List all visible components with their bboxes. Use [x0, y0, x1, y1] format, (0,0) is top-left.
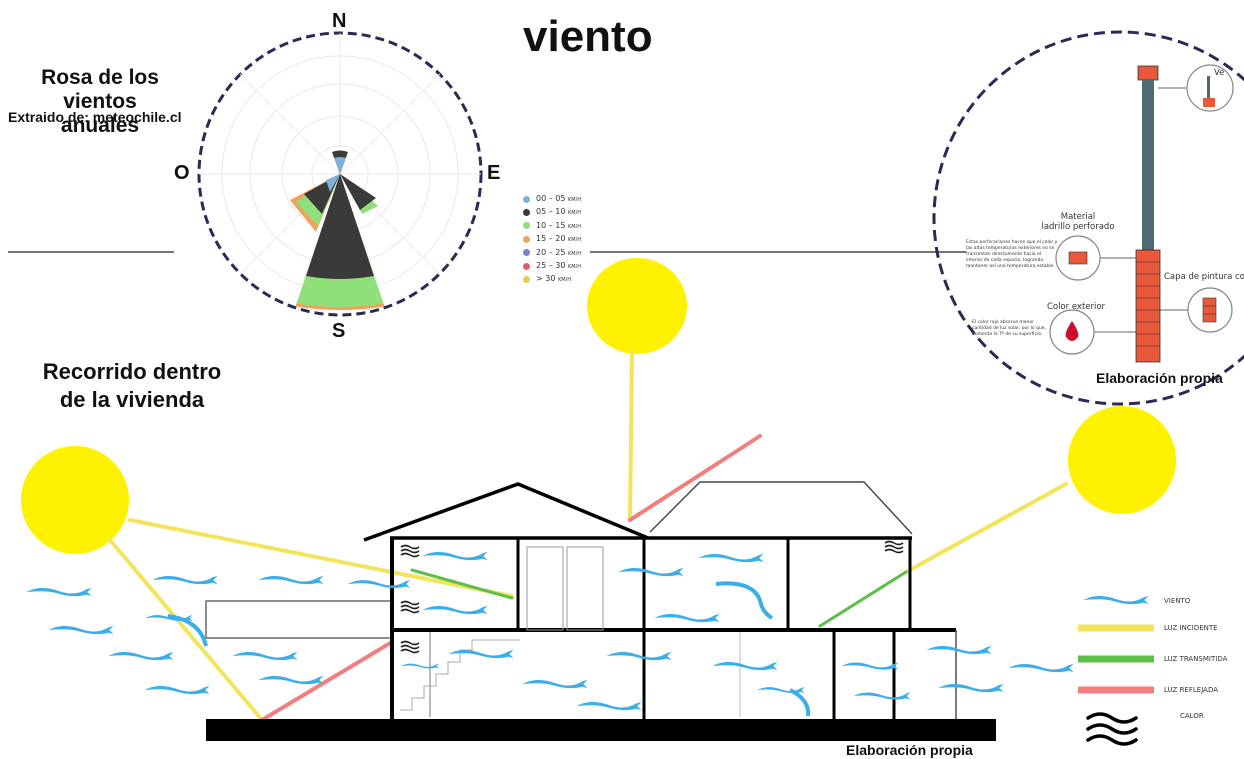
color-text: El color rojo absorve menor cantidad de …	[972, 320, 1046, 337]
speed-swatch	[523, 208, 530, 216]
compass-west: O	[174, 162, 190, 184]
sun-right	[1068, 406, 1176, 514]
speed-swatch	[523, 235, 530, 243]
heat-wave-3	[400, 640, 420, 654]
speed-range: 00 – 05	[536, 194, 568, 203]
speed-range: > 30	[536, 274, 558, 284]
compass-north: N	[332, 10, 347, 32]
heat-wave-1	[400, 544, 420, 558]
material-detail	[932, 30, 1244, 406]
house-section	[205, 481, 996, 741]
speed-legend-item: 10 – 15 KM/H	[523, 221, 581, 230]
material-text: Estas perforaciones hacen que el calor y…	[966, 240, 1058, 269]
wind-rose-title: Rosa de los vientos anuales	[41, 66, 159, 137]
speed-swatch	[523, 262, 530, 270]
speed-swatch	[523, 222, 530, 230]
ground-slab	[206, 719, 996, 741]
speed-range: 05 – 10	[536, 207, 568, 217]
sun-center	[587, 258, 687, 354]
speed-unit: KM/H	[568, 264, 582, 270]
sun-left	[21, 446, 129, 554]
material-heading: Material ladrillo perforado	[1041, 212, 1115, 232]
speed-unit: KM/H	[568, 223, 582, 230]
wind-rose-source: Extraido de: meteochile.cl	[8, 109, 182, 125]
detail-label-top: Ve	[1214, 68, 1225, 78]
heat-wave-2	[400, 600, 420, 614]
section-title: Recorrido dentro de la vivienda	[42, 359, 222, 412]
page-title: viento	[523, 12, 653, 61]
speed-swatch	[523, 249, 530, 257]
speed-legend-item: 15 – 20 KM/H	[523, 234, 581, 243]
speed-range: 10 – 15	[536, 220, 568, 230]
speed-legend-item: 25 – 30 KM/H	[523, 261, 581, 270]
wind-rose	[197, 31, 483, 317]
legend-label-calor: CALOR	[1180, 712, 1204, 720]
wind-flow	[26, 551, 1074, 717]
speed-unit: KM/H	[557, 277, 572, 284]
heat-wave-4	[884, 540, 904, 554]
credit-section: Elaboración propia	[846, 742, 973, 758]
speed-legend-item: 00 – 05 KM/H	[523, 194, 581, 203]
legend-label-transmitida: LUZ TRANSMITIDA	[1164, 655, 1228, 663]
speed-swatch	[523, 275, 530, 283]
legend-label-reflejada: LUZ REFLEJADA	[1164, 686, 1218, 694]
speed-unit: KM/H	[568, 237, 582, 244]
speed-range: 15 – 20	[536, 234, 568, 244]
section-legend	[1078, 595, 1154, 746]
speed-range: 25 – 30	[536, 261, 568, 270]
speed-legend-item: > 30 KM/H	[523, 274, 571, 283]
rose-petal-s-inner	[306, 174, 374, 279]
compass-south: S	[332, 320, 346, 342]
speed-unit: KM/H	[568, 197, 582, 203]
speed-unit: KM/H	[568, 250, 582, 257]
color-heading: Color exterior	[1046, 302, 1106, 312]
compass-east: E	[487, 162, 501, 184]
speed-range: 20 – 25	[536, 247, 568, 257]
speed-unit: KM/H	[568, 210, 582, 217]
legend-label-incidente: LUZ INCIDENTE	[1164, 624, 1218, 632]
speed-legend-item: 05 – 10 KM/H	[523, 207, 581, 216]
speed-legend-item: 20 – 25 KM/H	[523, 248, 581, 257]
speed-swatch	[523, 195, 530, 203]
credit-detail: Elaboración propia	[1096, 370, 1223, 386]
paint-heading: Capa de pintura color	[1164, 272, 1244, 282]
legend-label-viento: VIENTO	[1164, 597, 1191, 605]
light-rays	[108, 350, 1068, 722]
